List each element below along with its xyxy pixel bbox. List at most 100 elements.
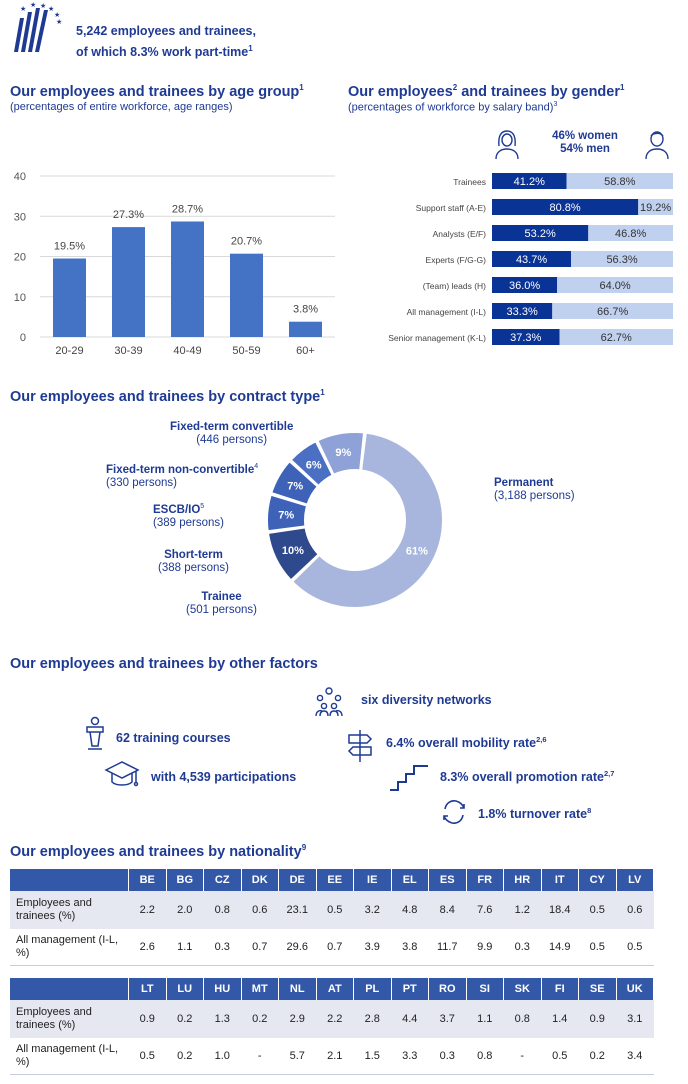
fact-networks: six diversity networks (361, 693, 492, 707)
table-cell: 0.7 (316, 929, 354, 966)
header-line2-text: of which 8.3% work part-time (76, 45, 249, 60)
men-bar (638, 199, 673, 215)
gender-summary: 46% women 54% men (540, 130, 630, 156)
donut-slice (269, 459, 320, 506)
table-cell: 11.7 (428, 929, 466, 966)
gender-category-label: All management (I-L) (407, 307, 487, 317)
table-cell: 0.5 (128, 1038, 166, 1075)
country-header: MT (241, 978, 279, 1000)
trainee-persons: (501 persons) (186, 604, 257, 616)
nationality-title-text: Our employees and trainees by nationalit… (10, 843, 302, 860)
table-cell: 0.8 (203, 891, 241, 929)
nationality-title-sup: 9 (301, 843, 307, 852)
trainee-name: Trainee (201, 591, 242, 603)
gender-category-label: Senior management (K-L) (388, 333, 486, 343)
country-header: CZ (203, 869, 242, 891)
table-cell: 29.6 (278, 929, 316, 966)
svg-text:★: ★ (40, 2, 46, 10)
table-cell: 0.3 (428, 1038, 466, 1075)
table-header-blank (10, 869, 129, 891)
men-value-label: 62.7% (601, 332, 632, 344)
country-header: LT (128, 978, 167, 1000)
table-cell: 1.3 (203, 1000, 241, 1038)
women-bar (492, 251, 572, 267)
country-header: LU (166, 978, 204, 1000)
table-cell: 9.9 (466, 929, 504, 966)
fixed-conv-name: Fixed-term convertible (170, 421, 294, 433)
fixed-nonconv-sup: 4 (254, 463, 259, 470)
table-cell: 1.1 (166, 929, 204, 966)
table-cell: 1.4 (541, 1000, 579, 1038)
age-title: Our employees and trainees by age group1 (10, 83, 304, 100)
country-header: LV (616, 869, 654, 891)
women-bar (492, 173, 567, 189)
row-label: Employees and trainees (%) (10, 1000, 129, 1038)
mobility-text: 6.4% overall mobility rate (386, 736, 537, 751)
women-value-label: 80.8% (550, 202, 581, 214)
women-value-label: 41.2% (514, 176, 545, 188)
country-header: EL (391, 869, 429, 891)
table-row: Employees and trainees (%) 0.9 0.2 1.3 0.2 2.… (10, 1000, 654, 1038)
country-header: IT (541, 869, 579, 891)
turnover-text: 1.8% turnover rate (478, 807, 588, 822)
age-value-label: 28.7% (172, 203, 203, 215)
women-bar (492, 225, 589, 241)
table-cell: 3.3 (391, 1038, 429, 1075)
fact-promotion: 8.3% overall promotion rate2,7 (440, 769, 614, 784)
table-cell: 0.8 (466, 1038, 504, 1075)
donut-slice-label: 9% (335, 447, 351, 459)
age-ytick-label: 10 (14, 292, 26, 304)
permanent-name: Permanent (494, 477, 554, 489)
permanent-persons: (3,188 persons) (494, 490, 575, 502)
table-cell: 0.5 (616, 929, 654, 966)
table-row: All management (I-L, %) 0.5 0.2 1.0-5.7 2.1 1… (10, 1038, 654, 1075)
man-icon (643, 128, 671, 165)
age-bar (289, 321, 322, 337)
escb-name: ESCB/IO (153, 503, 201, 516)
men-value-label: 56.3% (606, 254, 637, 266)
table-cell: 0.2 (578, 1038, 616, 1075)
stairs-icon (388, 760, 430, 797)
table-cell: 8.4 (428, 891, 466, 929)
callout-fixed-conv: Fixed-term convertible (446 persons) (170, 421, 293, 447)
gender-subtitle-sup: 3 (553, 101, 558, 108)
table-cell: 14.9 (541, 929, 579, 966)
row-label: All management (I-L, %) (10, 929, 129, 966)
table-cell: 0.2 (241, 1000, 279, 1038)
men-bar (557, 277, 673, 293)
table-cell: 3.2 (353, 891, 391, 929)
women-share: 46% women (552, 130, 618, 142)
table-cell: 2.0 (166, 891, 204, 929)
table-row: Employees and trainees (%) 2.2 2.0 0.8 0.6 23… (10, 891, 654, 929)
table-cell: 0.5 (578, 891, 616, 929)
gender-title-sup-a: 2 (452, 83, 458, 92)
men-value-label: 19.2% (640, 202, 671, 214)
nationality-table-2-wrap: LT LU HU MT NL AT PL PT RO SI SK FI SE UK Employees an… (10, 978, 654, 1075)
men-bar (571, 251, 673, 267)
table-cell: 3.1 (616, 1000, 654, 1038)
short-term-name: Short-term (164, 549, 223, 561)
table-cell: 0.9 (578, 1000, 616, 1038)
men-bar (559, 329, 673, 345)
svg-text:★: ★ (20, 5, 26, 13)
turnover-sup: 8 (587, 806, 592, 815)
gender-stacked-bar-chart: Trainees 41.2% 58.8% Support staff (A-E) 80.… (388, 173, 673, 345)
donut-slice (266, 493, 309, 533)
table-cell: - (241, 1038, 279, 1075)
age-bar (171, 221, 204, 337)
nationality-table-1-wrap: BE BG CZ DK DE EE IE EL ES FR HR IT CY LV Employees an… (10, 869, 654, 966)
callout-fixed-nonconv: Fixed-term non-convertible4 (330 persons… (106, 460, 258, 490)
contract-title-sup: 1 (320, 388, 325, 397)
table-header-blank (10, 978, 129, 1000)
people-group-icon (313, 685, 345, 722)
country-header: DK (241, 869, 279, 891)
table-cell: 1.1 (466, 1000, 504, 1038)
gender-title: Our employees2 and trainees by gender1 (348, 83, 624, 100)
age-xtick-label: 20-29 (55, 345, 83, 357)
donut-slice-label: 6% (306, 460, 322, 472)
table-cell: 4.4 (391, 1000, 429, 1038)
table-cell: 0.5 (316, 891, 354, 929)
country-header: PL (353, 978, 392, 1000)
age-xtick-label: 40-49 (173, 345, 201, 357)
callout-permanent: Permanent (3,188 persons) (494, 477, 575, 503)
